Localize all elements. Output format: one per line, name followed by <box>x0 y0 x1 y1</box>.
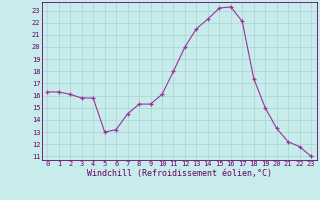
X-axis label: Windchill (Refroidissement éolien,°C): Windchill (Refroidissement éolien,°C) <box>87 169 272 178</box>
